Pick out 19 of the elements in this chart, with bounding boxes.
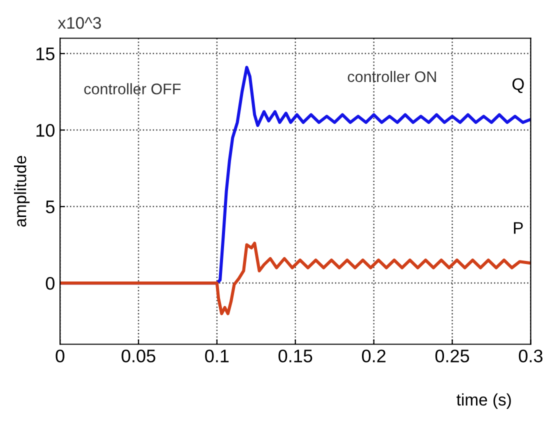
- x-tick-label: 0.25: [435, 350, 470, 362]
- x-tick-label: 0.3: [518, 350, 542, 362]
- series-label: P: [514, 222, 523, 234]
- y-tick-label: 10: [36, 124, 54, 137]
- annotation: controller OFF: [84, 83, 181, 94]
- line-series: [60, 242, 531, 316]
- annotation: controller ON: [348, 70, 436, 82]
- x-tick-label: 0.1: [205, 350, 229, 362]
- x-tick-label: 0: [56, 350, 64, 362]
- y-tick-label: 0: [46, 276, 54, 290]
- y-tick-label: 15: [36, 48, 54, 60]
- series-label: Q: [512, 78, 524, 94]
- x-axis-title: time (s): [456, 393, 511, 409]
- y-axis-title: amplitude: [14, 156, 30, 227]
- x-tick-label: 0.2: [362, 350, 386, 362]
- y-tick-label: 5: [46, 200, 54, 214]
- text: x10^3: [58, 17, 101, 29]
- x-tick-label: 0.05: [122, 350, 156, 362]
- x-tick-label: 0.15: [278, 350, 312, 362]
